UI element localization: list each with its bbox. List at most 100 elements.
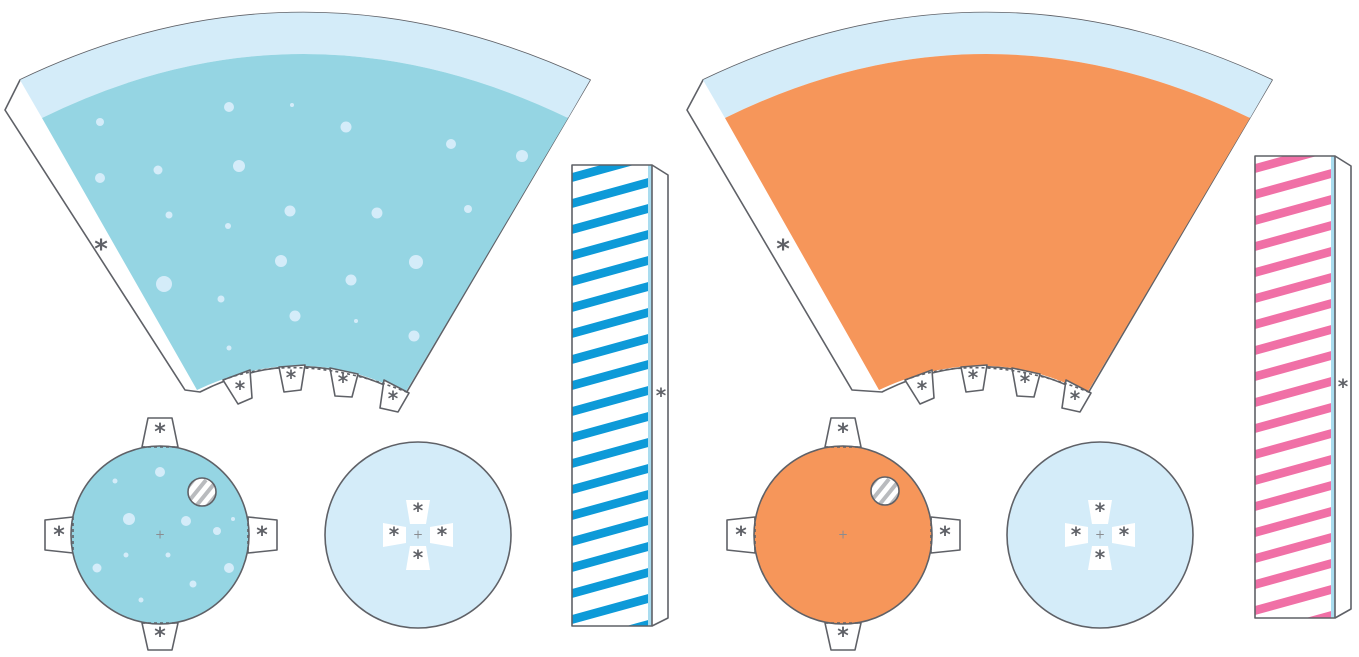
glue-mark-icon: * <box>256 523 268 548</box>
glue-mark-icon: * <box>1095 499 1106 523</box>
glue-mark-icon: * <box>939 523 951 548</box>
base-slot-cross <box>383 500 453 570</box>
glue-mark-icon: * <box>656 384 667 408</box>
straw-stripe <box>572 307 652 338</box>
straw-stripe <box>1255 324 1335 355</box>
center-mark-icon: + <box>838 528 848 542</box>
straw-stripe <box>572 177 652 208</box>
glue-mark-icon: * <box>917 377 928 401</box>
base-disc-cutout: + * * * * <box>1006 441 1194 629</box>
straw-stripe <box>572 463 652 494</box>
glue-mark-icon: * <box>437 523 448 547</box>
base-disc <box>1006 441 1194 629</box>
straw-stripe <box>1255 272 1335 303</box>
glue-mark-icon: * <box>1070 387 1081 411</box>
template-blue: * * * * * * <box>4 11 669 657</box>
straw-stripe <box>1255 428 1335 459</box>
straw-stripe <box>1255 168 1335 199</box>
glue-mark-icon: * <box>338 370 349 394</box>
straw-stripes <box>572 125 652 657</box>
cup-rim-band <box>20 12 590 118</box>
straw-stripe <box>1255 350 1335 381</box>
glue-mark-icon: * <box>837 624 849 649</box>
glue-mark-icon: * <box>776 235 790 265</box>
straw-stripe <box>1255 584 1335 615</box>
center-mark-icon: + <box>1095 528 1105 542</box>
glue-mark-icon: * <box>1071 523 1082 547</box>
straw-stripe <box>572 165 634 182</box>
lid-cutout: + * * * * <box>44 417 278 651</box>
straw-stripe <box>1255 532 1335 563</box>
cup-body-panel <box>725 54 1250 393</box>
glue-mark-icon: * <box>413 499 424 523</box>
straw-stripe <box>626 619 652 626</box>
straw-stripe <box>1255 454 1335 485</box>
cup-rim-band <box>703 12 1272 118</box>
center-mark-icon: + <box>155 528 165 542</box>
straw-hole <box>187 477 217 507</box>
straw-stripe <box>572 645 652 657</box>
glue-mark-icon: * <box>413 546 424 570</box>
straw-stripe <box>572 255 652 286</box>
straw-stripe <box>572 593 652 624</box>
cup-body-cutout: * * * * * <box>686 11 1273 413</box>
straw-stripe <box>572 567 652 598</box>
straw-stripe <box>572 541 652 572</box>
straw-stripe <box>1255 480 1335 511</box>
glue-mark-icon: * <box>154 420 166 445</box>
straw-stripe <box>572 489 652 520</box>
straw-stripe <box>572 229 652 260</box>
cup-body-dots <box>95 102 528 351</box>
straw-stripe <box>572 411 652 442</box>
straw-stripe <box>572 203 652 234</box>
straw-stripe <box>572 359 652 390</box>
glue-mark-icon: * <box>53 523 65 548</box>
glue-mark-icon: * <box>389 523 400 547</box>
glue-mark-icon: * <box>1119 523 1130 547</box>
straw-stripe <box>1255 156 1317 173</box>
lid-dots <box>92 467 235 603</box>
template-orange: * * * * * * <box>686 11 1352 651</box>
straw-stripe <box>1305 610 1335 618</box>
base-slot-cross <box>1065 500 1135 570</box>
straw-stripe <box>572 125 652 156</box>
straw-stripe <box>1255 402 1335 433</box>
bottom-tabs: * * * * <box>222 364 410 413</box>
glue-mark-icon: * <box>837 420 849 445</box>
lid-cutout: + * * * * <box>726 417 961 651</box>
glue-mark-icon: * <box>388 387 399 411</box>
straw-stripe <box>1255 194 1335 225</box>
glue-mark-icon: * <box>94 235 108 265</box>
cup-body-panel <box>42 54 568 393</box>
straw-stripes <box>1255 116 1335 618</box>
straw-stripe <box>1255 376 1335 407</box>
glue-mark-icon: * <box>154 624 166 649</box>
glue-mark-icon: * <box>1338 375 1349 399</box>
glue-mark-icon: * <box>286 366 297 390</box>
straw-stripe <box>1255 220 1335 251</box>
bottom-tabs: * * * * <box>904 364 1092 413</box>
straw-stripe <box>1255 558 1335 589</box>
straw-stripe <box>1255 246 1335 277</box>
glue-mark-icon: * <box>735 523 747 548</box>
straw-strip-cutout: * <box>1254 116 1352 619</box>
straw-stripe <box>572 437 652 468</box>
straw-hole <box>870 476 900 506</box>
cup-body-cutout: * * * * * <box>4 11 591 413</box>
glue-mark-icon: * <box>1020 370 1031 394</box>
base-disc <box>324 441 512 629</box>
straw-stripe <box>1255 116 1335 147</box>
straw-stripe <box>1255 298 1335 329</box>
straw-stripe <box>572 515 652 546</box>
straw-stripe <box>572 333 652 364</box>
straw-strip-cutout: * <box>571 125 669 657</box>
straw-stripe <box>572 385 652 416</box>
glue-mark-icon: * <box>968 366 979 390</box>
base-disc-cutout: + * * * * <box>324 441 512 629</box>
center-mark-icon: + <box>413 528 423 542</box>
straw-stripe <box>572 281 652 312</box>
straw-stripe <box>1255 506 1335 537</box>
glue-mark-icon: * <box>235 377 246 401</box>
glue-mark-icon: * <box>1095 546 1106 570</box>
